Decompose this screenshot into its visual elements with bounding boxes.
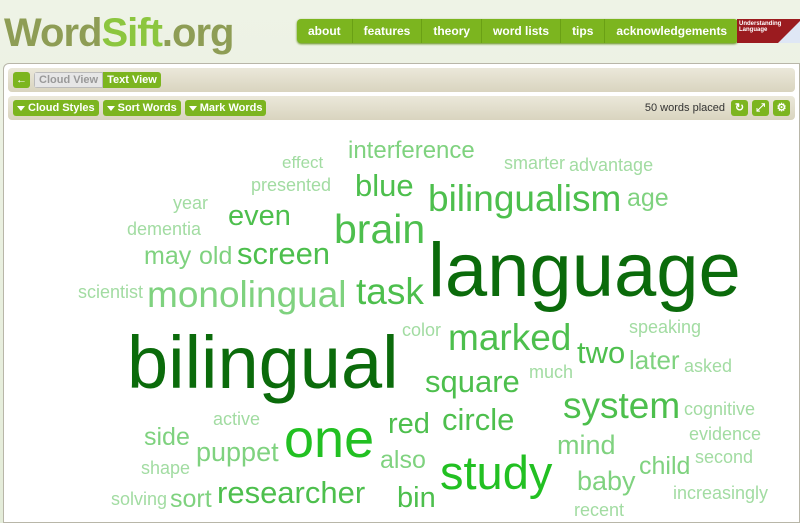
cloud-word-interference[interactable]: interference — [348, 137, 475, 164]
cloud-word-bin[interactable]: bin — [397, 482, 436, 514]
nav-about[interactable]: about — [297, 19, 353, 43]
cloud-word-baby[interactable]: baby — [577, 466, 636, 496]
nav-acknowledgements[interactable]: acknowledgements — [616, 24, 728, 38]
cloud-word-dementia[interactable]: dementia — [127, 219, 202, 239]
cloud-view-button[interactable]: Cloud View — [34, 72, 104, 88]
arrow-left-icon: ← — [16, 74, 27, 86]
cloud-word-side[interactable]: side — [144, 423, 190, 451]
cloud-word-marked[interactable]: marked — [448, 317, 572, 358]
nav-features[interactable]: features — [353, 19, 423, 43]
dropdown-icon — [188, 105, 197, 111]
cloud-word-smarter[interactable]: smarter — [504, 153, 566, 173]
refresh-button[interactable]: ↻ — [731, 100, 748, 116]
view-toggle: Cloud View Text View — [34, 72, 161, 88]
mark-words-button[interactable]: Mark Words — [184, 100, 267, 116]
settings-button[interactable]: ⚙ — [773, 100, 790, 116]
cloud-word-year[interactable]: year — [173, 193, 209, 213]
cloud-word-also[interactable]: also — [380, 446, 426, 474]
gear-icon: ⚙ — [776, 102, 787, 114]
cloud-word-old[interactable]: old — [199, 242, 233, 270]
cloud-word-system[interactable]: system — [563, 385, 681, 426]
cloud-word-sort[interactable]: sort — [170, 485, 212, 513]
cloud-word-bilingualism[interactable]: bilingualism — [428, 178, 622, 219]
cloud-styles-button[interactable]: Cloud Styles — [13, 100, 99, 116]
cloud-word-one[interactable]: one — [284, 409, 375, 469]
wordsift-logo[interactable]: WordSift.org — [4, 11, 234, 55]
logo-graphic-icon — [778, 21, 800, 43]
cloud-word-circle[interactable]: circle — [442, 402, 515, 437]
cloud-word-brain[interactable]: brain — [334, 206, 426, 252]
cloud-word-child[interactable]: child — [639, 452, 691, 480]
cloud-word-square[interactable]: square — [425, 364, 520, 399]
cloud-word-scientist[interactable]: scientist — [78, 282, 144, 302]
cloud-word-blue[interactable]: blue — [355, 168, 414, 203]
cloud-word-speaking[interactable]: speaking — [629, 317, 702, 337]
cloud-word-two[interactable]: two — [577, 335, 626, 370]
cloud-word-language[interactable]: language — [428, 228, 741, 313]
cloud-word-much[interactable]: much — [529, 362, 574, 382]
nav-theory[interactable]: theory — [422, 19, 483, 43]
word-cloud: interference effect bilingualism brain smart… — [4, 124, 799, 522]
main-panel: ← Cloud View Text View Cloud Styles Sort… — [3, 63, 800, 523]
cloud-word-presented[interactable]: presented — [251, 175, 332, 195]
cloud-word-monolingual[interactable]: monolingual — [147, 274, 347, 315]
view-bar: ← Cloud View Text View — [8, 68, 795, 92]
cloud-word-screen[interactable]: screen — [237, 236, 331, 271]
nav-word-lists[interactable]: word lists — [482, 19, 562, 43]
cloud-word-advantage[interactable]: advantage — [569, 155, 654, 175]
cloud-word-second[interactable]: second — [695, 447, 754, 467]
cloud-word-solving[interactable]: solving — [111, 489, 168, 509]
cloud-word-may[interactable]: may — [144, 242, 192, 270]
expand-icon: ⤢ — [756, 102, 765, 114]
cloud-word-asked[interactable]: asked — [684, 356, 733, 376]
cloud-word-shape[interactable]: shape — [141, 458, 191, 478]
cloud-word-increasingly[interactable]: increasingly — [673, 483, 769, 503]
fullscreen-button[interactable]: ⤢ — [752, 100, 769, 116]
cloud-word-cognitive[interactable]: cognitive — [684, 399, 756, 419]
cloud-word-age[interactable]: age — [627, 184, 669, 212]
cloud-word-mind[interactable]: mind — [557, 430, 616, 460]
words-placed-status: 50 words placed — [644, 102, 725, 114]
cloud-word-later[interactable]: later — [629, 345, 680, 375]
cloud-word-color[interactable]: color — [402, 320, 442, 340]
cloud-word-evidence[interactable]: evidence — [689, 424, 762, 444]
main-nav: about features theory word lists tips ac… — [297, 19, 739, 43]
cloud-word-active[interactable]: active — [213, 409, 261, 429]
cloud-word-effect[interactable]: effect — [282, 153, 324, 172]
sort-words-button[interactable]: Sort Words — [102, 100, 181, 116]
cloud-word-task[interactable]: task — [356, 271, 424, 312]
dropdown-icon — [106, 105, 115, 111]
cloud-word-puppet[interactable]: puppet — [196, 437, 279, 467]
cloud-toolbar: Cloud Styles Sort Words Mark Words 50 wo… — [8, 96, 795, 120]
refresh-icon: ↻ — [734, 102, 745, 114]
cloud-word-even[interactable]: even — [228, 200, 291, 232]
cloud-word-bilingual[interactable]: bilingual — [127, 321, 399, 404]
text-view-button[interactable]: Text View — [103, 72, 161, 88]
back-button[interactable]: ← — [13, 72, 30, 88]
dropdown-icon — [17, 105, 25, 111]
cloud-word-recent[interactable]: recent — [574, 500, 625, 520]
cloud-word-red[interactable]: red — [388, 408, 430, 440]
cloud-word-researcher[interactable]: researcher — [217, 475, 366, 510]
nav-tips[interactable]: tips — [561, 19, 606, 43]
understanding-language-logo[interactable]: Understanding Language — [737, 19, 800, 43]
cloud-word-study[interactable]: study — [440, 446, 553, 499]
